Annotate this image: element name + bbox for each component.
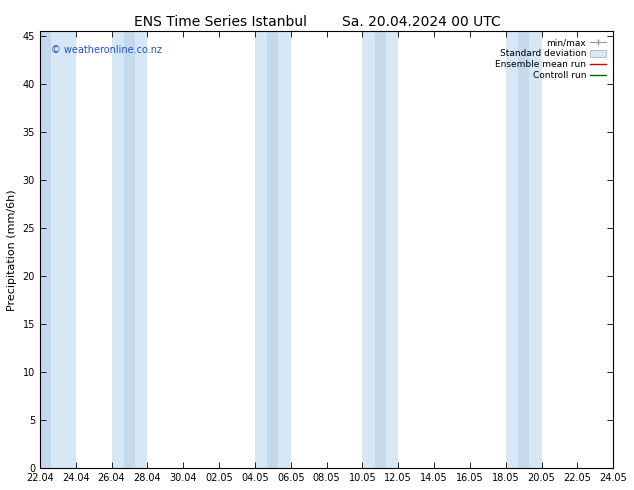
Text: ENS Time Series Istanbul        Sa. 20.04.2024 00 UTC: ENS Time Series Istanbul Sa. 20.04.2024 … [134, 15, 500, 29]
Legend: min/max, Standard deviation, Ensemble mean run, Controll run: min/max, Standard deviation, Ensemble me… [493, 36, 609, 83]
Bar [363, 31, 398, 468]
Text: © weatheronline.co.nz: © weatheronline.co.nz [51, 45, 162, 54]
Y-axis label: Precipitation (mm/6h): Precipitation (mm/6h) [7, 189, 17, 311]
Bar [29, 31, 51, 468]
Bar [506, 31, 541, 468]
Bar [124, 31, 135, 468]
Bar [255, 31, 290, 468]
Bar [375, 31, 385, 468]
Bar [268, 31, 278, 468]
Bar [518, 31, 529, 468]
Bar [4, 31, 75, 468]
Bar [112, 31, 147, 468]
